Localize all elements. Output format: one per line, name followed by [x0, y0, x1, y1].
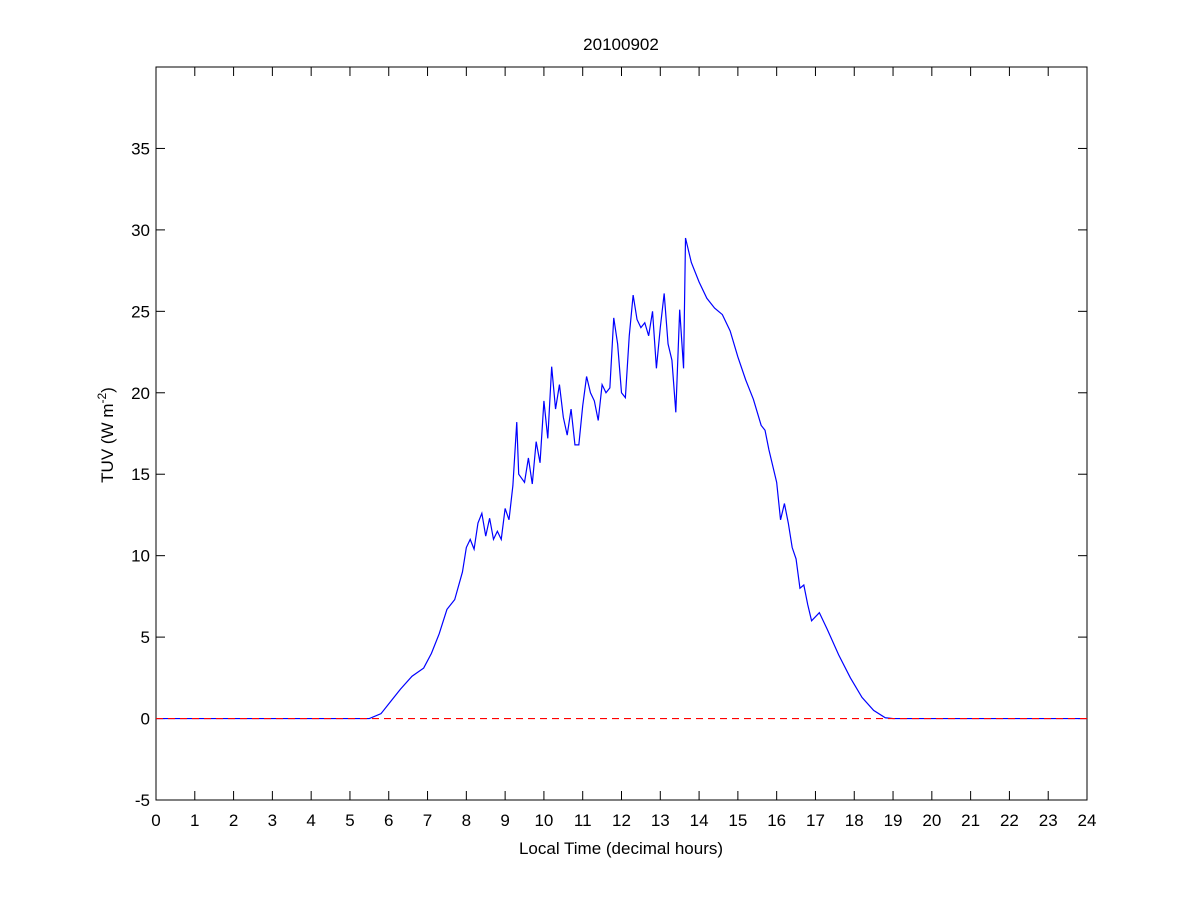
y-tick-label: 20: [131, 384, 150, 403]
x-tick-label: 9: [500, 811, 509, 830]
x-tick-label: 22: [1000, 811, 1019, 830]
chart-title: 20100902: [583, 35, 659, 54]
y-tick-label: 10: [131, 547, 150, 566]
x-tick-label: 11: [574, 811, 592, 830]
x-tick-label: 0: [151, 811, 160, 830]
y-axis-label-text: TUV (W m: [98, 404, 117, 483]
x-tick-label: 7: [423, 811, 432, 830]
x-tick-label: 5: [345, 811, 354, 830]
x-tick-label: 16: [767, 811, 786, 830]
plot-box: [155, 66, 1088, 801]
x-tick-label: 17: [806, 811, 825, 830]
line-series: [156, 237, 1087, 720]
y-tick-label: 25: [131, 302, 150, 321]
y-tick-label: 0: [141, 710, 150, 729]
x-tick-label: 14: [690, 811, 709, 830]
x-tick-label: 10: [534, 811, 553, 830]
x-tick-label: 13: [651, 811, 670, 830]
y-tick-label: 5: [141, 628, 150, 647]
x-tick-label: 15: [728, 811, 747, 830]
x-tick-label: 4: [306, 811, 315, 830]
x-tick-label: 20: [922, 811, 941, 830]
x-tick-label: 19: [884, 811, 903, 830]
x-tick-label: 21: [961, 811, 980, 830]
y-tick-label: 30: [131, 221, 150, 240]
y-tick-label: 35: [131, 139, 150, 158]
x-tick-label: 18: [845, 811, 864, 830]
y-axis-label-superscript: -2: [95, 393, 109, 404]
x-tick-label: 8: [462, 811, 471, 830]
x-tick-label: 2: [229, 811, 238, 830]
x-tick-label: 23: [1039, 811, 1058, 830]
x-tick-label: 3: [268, 811, 277, 830]
x-axis-label: Local Time (decimal hours): [519, 839, 723, 858]
y-axis-label: TUV (W m-2): [95, 387, 117, 483]
x-tick-label: 24: [1078, 811, 1097, 830]
x-tick-label: 6: [384, 811, 393, 830]
y-tick-label: -5: [135, 791, 150, 810]
y-tick-label: 15: [131, 465, 150, 484]
y-axis-label-suffix: ): [98, 387, 117, 393]
x-tick-label: 1: [190, 811, 199, 830]
x-tick-label: 12: [612, 811, 631, 830]
